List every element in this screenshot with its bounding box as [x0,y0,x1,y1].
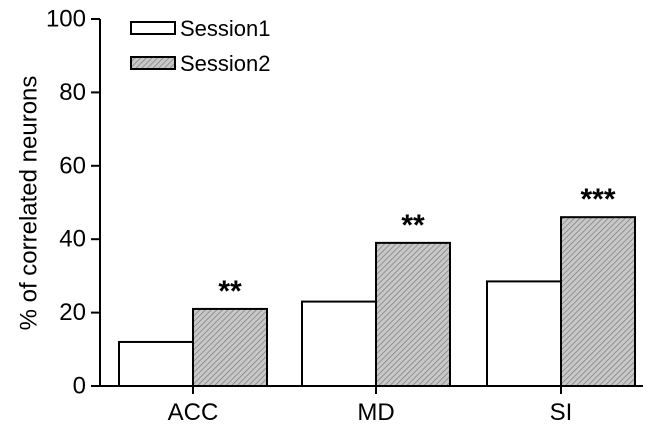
legend-label-session2: Session2 [180,51,271,76]
y-tick-label-60: 60 [59,152,86,179]
x-tick-label-si: SI [550,399,573,426]
y-axis-label: % of correlated neurons [15,76,42,331]
x-axis-labels: ACC MD SI [168,386,573,426]
bar-md-session2 [375,241,451,387]
legend-swatch-session1 [130,21,176,35]
x-tick-label-md: MD [357,399,394,426]
significance-marks: ******* [218,183,616,308]
y-tick-label-80: 80 [59,79,86,106]
y-tick-label-40: 40 [59,226,86,253]
y-axis-ticks: 0 20 40 60 80 100 [46,6,100,400]
bar-si-session1 [486,280,562,387]
x-tick-label-acc: ACC [168,399,219,426]
y-tick-label-20: 20 [59,299,86,326]
legend-item-session1: Session1 [130,16,271,41]
significance-mark-acc: ** [218,275,242,308]
y-tick-label-0: 0 [73,373,86,400]
bar-md-session1 [301,300,377,387]
y-tick-label-100: 100 [46,6,86,33]
bars-group [118,216,636,387]
significance-mark-si: *** [580,183,615,216]
legend: Session1 Session2 [130,16,271,76]
significance-mark-md: ** [401,209,425,242]
legend-label-session1: Session1 [180,16,271,41]
bar-acc-session2 [192,307,268,387]
legend-swatch-session2 [130,56,176,70]
bar-acc-session1 [118,340,194,387]
legend-item-session2: Session2 [130,51,271,76]
bar-si-session2 [560,216,636,387]
